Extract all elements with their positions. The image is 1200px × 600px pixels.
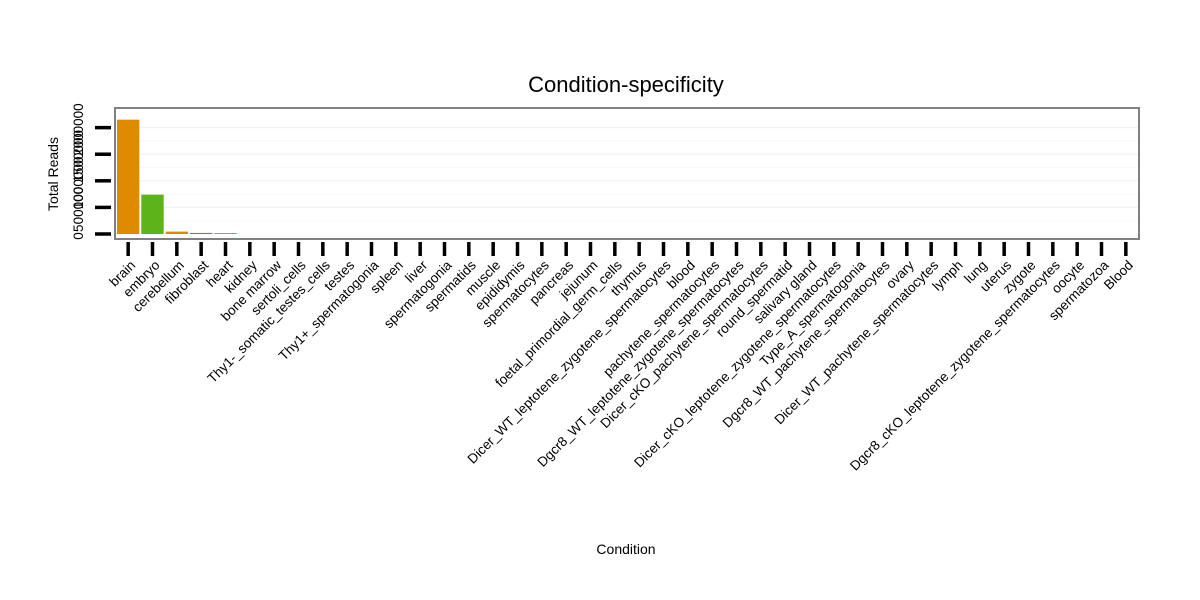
plot-panel-background bbox=[115, 108, 1139, 239]
bar bbox=[214, 233, 237, 234]
y-tick-label: 1000000 bbox=[71, 157, 86, 210]
bar bbox=[141, 194, 164, 234]
y-tick-label: 2000000 bbox=[71, 103, 86, 156]
plot-area: 0500000100000015000002000000brainembryoc… bbox=[71, 103, 1140, 473]
y-axis-title: Total Reads bbox=[45, 137, 61, 211]
y-tick-label: 0 bbox=[71, 232, 86, 240]
chart-title: Condition-specificity bbox=[528, 72, 724, 97]
x-axis-title: Condition bbox=[596, 541, 655, 557]
plot-panel-border bbox=[114, 107, 1140, 240]
bar bbox=[189, 232, 213, 234]
x-tick-label: Dgcr8_cKO_leptotene_zygotene_spermatocyt… bbox=[847, 257, 1063, 473]
bar bbox=[116, 119, 140, 234]
y-tick-label: 500000 bbox=[71, 187, 86, 232]
y-tick-label: 1500000 bbox=[71, 130, 86, 183]
bar bbox=[165, 231, 189, 234]
